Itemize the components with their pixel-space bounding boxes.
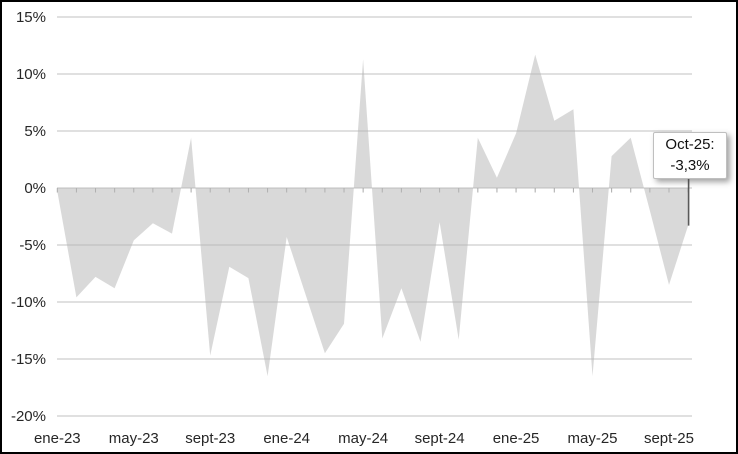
y-axis-label: -20% <box>11 408 46 425</box>
annotation-callout: Oct-25: -3,3% <box>653 132 727 179</box>
y-axis-label: -15% <box>11 351 46 368</box>
x-axis-label: ene-25 <box>493 430 540 447</box>
x-axis-label: sept-25 <box>644 430 694 447</box>
x-axis-label: may-25 <box>568 430 618 447</box>
x-axis-label: may-24 <box>338 430 388 447</box>
y-axis-label: 0% <box>24 180 46 197</box>
y-axis-label: 5% <box>24 123 46 140</box>
y-axis-label: 10% <box>16 66 46 83</box>
y-axis-label: 15% <box>16 9 46 26</box>
x-axis-label: ene-24 <box>263 430 310 447</box>
x-axis-label: sept-24 <box>415 430 465 447</box>
x-axis-label: may-23 <box>109 430 159 447</box>
area-series <box>57 54 689 377</box>
annotation-month-label: Oct-25: <box>665 136 715 153</box>
x-axis-label: sept-23 <box>185 430 235 447</box>
x-axis-label: ene-23 <box>34 430 81 447</box>
annotation-value-label: -3,3% <box>670 157 710 174</box>
y-axis-label: -5% <box>19 237 46 254</box>
y-axis-label: -10% <box>11 294 46 311</box>
